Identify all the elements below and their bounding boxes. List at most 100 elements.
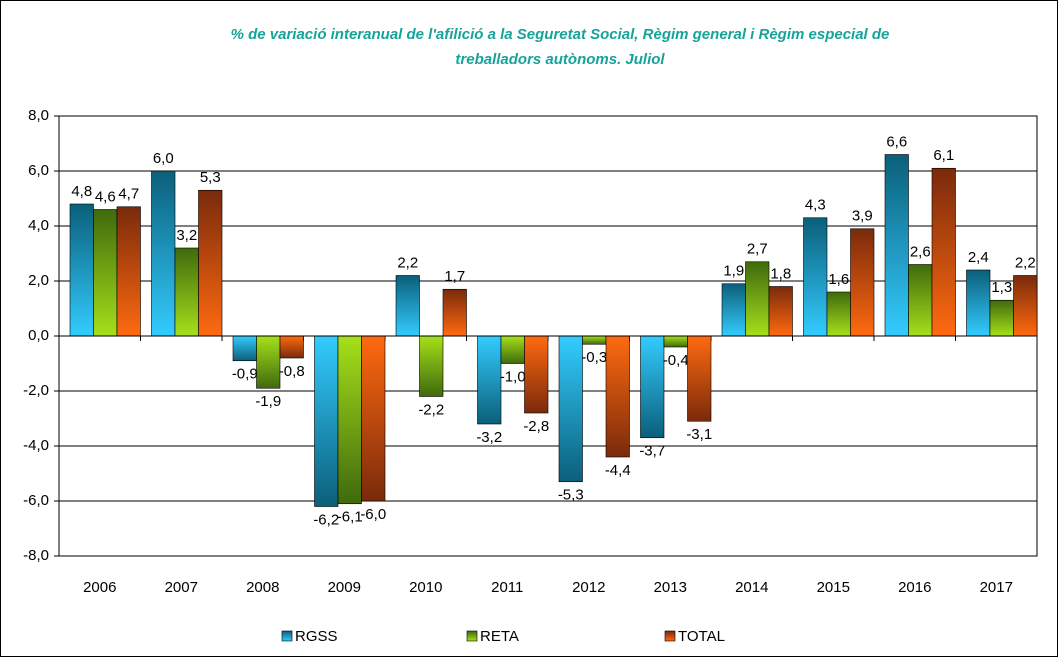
data-label: 4,3 <box>805 197 826 214</box>
bar <box>582 335 607 345</box>
y-tick-label: -6,0 <box>23 492 49 509</box>
x-tick-label: 2014 <box>735 579 768 596</box>
data-label: -2,8 <box>523 418 549 435</box>
x-tick-label: 2013 <box>654 579 687 596</box>
bar <box>908 264 933 337</box>
bar <box>337 335 362 505</box>
chart-title: % de variació interanual de l'afilició a… <box>231 26 890 43</box>
bar <box>69 203 94 337</box>
data-label: 1,7 <box>444 268 465 285</box>
x-tick-label: 2006 <box>83 579 116 596</box>
data-label: -1,0 <box>500 368 526 385</box>
bar <box>198 189 223 337</box>
bar <box>500 335 525 364</box>
x-tick-label: 2008 <box>246 579 279 596</box>
data-label: -1,9 <box>255 393 281 410</box>
data-label: -6,1 <box>337 509 363 526</box>
data-label: 6,0 <box>153 150 174 167</box>
data-label: -2,2 <box>418 401 444 418</box>
x-tick-label: 2015 <box>817 579 850 596</box>
bar <box>605 335 630 458</box>
data-label: 3,9 <box>852 208 873 225</box>
y-tick-label: 8,0 <box>28 107 49 124</box>
bar <box>803 217 828 337</box>
data-label: 4,8 <box>71 183 92 200</box>
bar <box>93 209 118 337</box>
x-tick-label: 2012 <box>572 579 605 596</box>
data-label: 6,6 <box>886 133 907 150</box>
data-label: -5,3 <box>558 487 584 504</box>
data-label: 4,7 <box>118 186 139 203</box>
bar <box>558 335 583 483</box>
data-label: 2,6 <box>910 243 931 260</box>
data-label: -3,1 <box>686 426 712 443</box>
bar <box>826 291 851 337</box>
bar <box>745 261 770 337</box>
x-tick-label: 2009 <box>328 579 361 596</box>
bar <box>116 206 141 337</box>
bar <box>721 283 746 337</box>
data-label: -6,2 <box>313 511 339 528</box>
bar <box>966 269 991 337</box>
y-tick-label: 6,0 <box>28 162 49 179</box>
bar <box>419 335 444 397</box>
y-tick-label: 2,0 <box>28 272 49 289</box>
bar <box>442 288 467 337</box>
bar <box>314 335 339 507</box>
data-label: 3,2 <box>176 227 197 244</box>
y-tick-label: 4,0 <box>28 217 49 234</box>
bar <box>884 154 909 337</box>
data-label: -0,4 <box>663 352 689 369</box>
y-tick-label: -8,0 <box>23 547 49 564</box>
x-tick-label: 2016 <box>898 579 931 596</box>
data-label: 1,3 <box>991 279 1012 296</box>
x-tick-label: 2011 <box>491 579 523 596</box>
legend-swatch <box>664 630 676 642</box>
bar <box>477 335 502 425</box>
data-label: 1,9 <box>723 263 744 280</box>
bar <box>361 335 386 502</box>
bar <box>663 335 688 348</box>
data-label: 2,2 <box>1015 254 1036 271</box>
legend-label: RETA <box>480 628 519 645</box>
bar <box>1013 275 1038 337</box>
data-label: -3,2 <box>476 429 502 446</box>
data-label: -0,8 <box>279 363 305 380</box>
bar <box>687 335 712 422</box>
bar <box>174 247 199 337</box>
x-tick-label: 2010 <box>409 579 442 596</box>
bar <box>279 335 304 359</box>
y-tick-label: -4,0 <box>23 437 49 454</box>
bar <box>232 335 257 362</box>
data-label: -6,0 <box>360 506 386 523</box>
x-tick-label: 2017 <box>980 579 1013 596</box>
data-label: -0,9 <box>232 366 258 383</box>
bar <box>524 335 549 414</box>
legend-swatch <box>281 630 293 642</box>
bar <box>931 167 956 337</box>
legend-label: RGSS <box>295 628 338 645</box>
data-label: 4,6 <box>95 188 116 205</box>
bar <box>989 299 1014 337</box>
bar <box>640 335 665 439</box>
x-tick-label: 2007 <box>165 579 198 596</box>
bar <box>768 286 793 337</box>
data-label: 6,1 <box>933 147 954 164</box>
data-label: 2,7 <box>747 241 768 258</box>
data-label: -3,7 <box>639 443 665 460</box>
y-tick-label: 0,0 <box>28 327 49 344</box>
data-label: 2,4 <box>968 249 989 266</box>
data-label: -4,4 <box>605 462 631 479</box>
bar <box>850 228 875 337</box>
y-tick-label: -2,0 <box>23 382 49 399</box>
chart-title: treballadors autònoms. Juliol <box>455 51 665 68</box>
data-label: -0,3 <box>581 349 607 366</box>
bar <box>395 275 420 337</box>
legend-label: TOTAL <box>678 628 725 645</box>
bar <box>151 170 176 337</box>
legend-swatch <box>466 630 478 642</box>
bar <box>256 335 281 389</box>
data-label: 1,6 <box>828 271 849 288</box>
data-label: 1,8 <box>770 265 791 282</box>
